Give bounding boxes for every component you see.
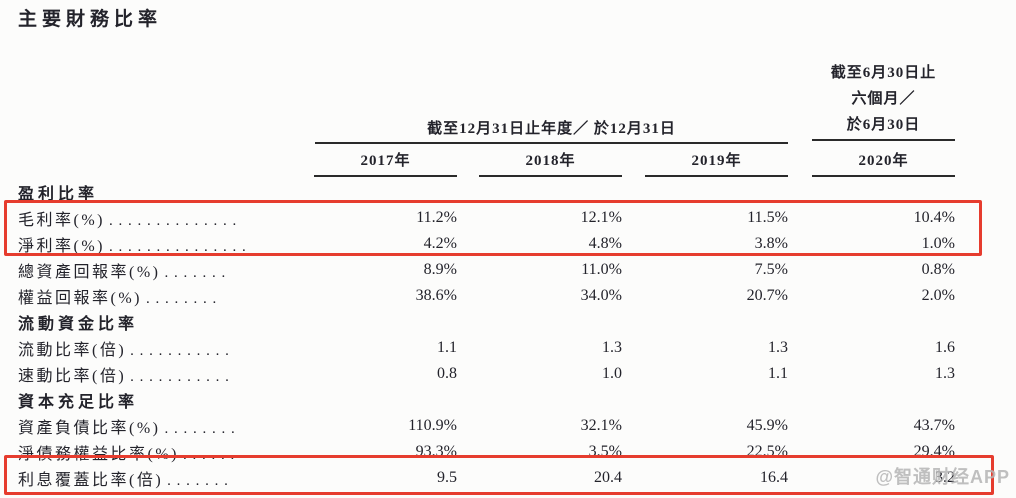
value-cell: 16.4 bbox=[760, 469, 788, 486]
row-label: 淨利率(%). . . . . . . . . . . . . . . bbox=[18, 238, 247, 255]
table-row: 淨利率(%). . . . . . . . . . . . . . . 4.2% 4… bbox=[18, 231, 955, 257]
dot-leader: . . . . . . . . . . . . . . . bbox=[109, 239, 247, 255]
dot-leader: . . . . . . . . . . . bbox=[130, 369, 230, 385]
section-header-row: 流動資金比率 bbox=[18, 309, 955, 335]
value-cell: 1.1 bbox=[768, 365, 788, 382]
value-cell: 34.0% bbox=[580, 287, 622, 304]
year-label: 2020年 bbox=[812, 149, 955, 177]
value-cell: 3.5% bbox=[588, 443, 622, 460]
section-header-row: 資本充足比率 bbox=[18, 387, 955, 413]
value-cell: 3.8% bbox=[754, 235, 788, 252]
page-title: 主要財務比率 bbox=[18, 9, 163, 30]
value-cell: 8.9% bbox=[423, 261, 457, 278]
value-cell: 38.6% bbox=[415, 287, 457, 304]
row-label: 利息覆蓋比率(倍). . . . . . . bbox=[18, 472, 229, 489]
value-cell: 0.8 bbox=[437, 365, 457, 382]
value-cell: 3.2 bbox=[935, 469, 955, 486]
value-cell: 7.5% bbox=[754, 261, 788, 278]
header-interim-period: 截至6月30日止 六個月／ 於6月30日 bbox=[740, 60, 1016, 138]
ratios-table: 盈利比率毛利率(%). . . . . . . . . . . . . . 11.… bbox=[18, 179, 955, 491]
watermark: @智通财经APP bbox=[875, 467, 1010, 487]
dot-leader: . . . . . . . bbox=[167, 473, 229, 489]
value-cell: 1.3 bbox=[602, 339, 622, 356]
dot-leader: . . . . . . bbox=[183, 447, 236, 463]
header-interim-line-3: 於6月30日 bbox=[846, 117, 921, 133]
value-cell: 1.3 bbox=[935, 365, 955, 382]
value-cell: 93.3% bbox=[415, 443, 457, 460]
table-row: 資產負債比率(%). . . . . . . . 110.9% 32.1% 45.9%… bbox=[18, 413, 955, 439]
row-label: 權益回報率(%). . . . . . . . bbox=[18, 290, 218, 307]
value-cell: 1.1 bbox=[437, 339, 457, 356]
value-cell: 1.6 bbox=[935, 339, 955, 356]
year-column-header: 2019年 bbox=[622, 149, 788, 177]
dot-leader: . . . . . . . bbox=[164, 265, 227, 281]
row-label: 盈利比率 bbox=[18, 186, 99, 203]
table-row: 總資產回報率(%). . . . . . . 8.9% 11.0% 7.5% 0.8% bbox=[18, 257, 955, 283]
value-cell: 20.4 bbox=[594, 469, 622, 486]
value-cell: 4.8% bbox=[588, 235, 622, 252]
header-annual-period: 截至12月31日止年度／ 於12月31日 bbox=[315, 117, 788, 144]
value-cell: 11.2% bbox=[416, 209, 457, 226]
value-cell: 11.0% bbox=[581, 261, 622, 278]
year-label: 2019年 bbox=[645, 149, 788, 177]
table-row: 權益回報率(%). . . . . . . . 38.6% 34.0% 20.7% 2.… bbox=[18, 283, 955, 309]
row-label: 流動資金比率 bbox=[18, 316, 139, 333]
header-interim-line-1: 截至6月30日止 bbox=[830, 65, 937, 81]
value-cell: 11.5% bbox=[747, 209, 788, 226]
value-cell: 12.1% bbox=[580, 209, 622, 226]
value-cell: 4.2% bbox=[423, 235, 457, 252]
year-label: 2018年 bbox=[479, 149, 622, 177]
year-column-header: 2018年 bbox=[457, 149, 622, 177]
year-column-header: 2017年 bbox=[18, 149, 457, 177]
table-row: 速動比率(倍). . . . . . . . . . . 0.8 1.0 1.1 1.3 bbox=[18, 361, 955, 387]
value-cell: 9.5 bbox=[437, 469, 457, 486]
row-label: 總資產回報率(%). . . . . . . bbox=[18, 264, 227, 281]
value-cell: 32.1% bbox=[580, 417, 622, 434]
dot-leader: . . . . . . . . bbox=[164, 421, 236, 437]
dot-leader: . . . . . . . . bbox=[146, 291, 218, 307]
year-column-header: 2020年 bbox=[788, 149, 955, 177]
row-label: 資本充足比率 bbox=[18, 394, 139, 411]
value-cell: 45.9% bbox=[746, 417, 788, 434]
value-cell: 22.5% bbox=[746, 443, 788, 460]
year-label: 2017年 bbox=[314, 149, 457, 177]
dot-leader: . . . . . . . . . . . . . . bbox=[109, 213, 238, 229]
value-cell: 43.7% bbox=[913, 417, 955, 434]
value-cell: 1.0% bbox=[921, 235, 955, 252]
value-cell: 110.9% bbox=[408, 417, 457, 434]
header-years-row: 2017年 2018年 2019年 2020年 bbox=[18, 149, 955, 177]
value-cell: 2.0% bbox=[921, 287, 955, 304]
value-cell: 29.4% bbox=[913, 443, 955, 460]
value-cell: 20.7% bbox=[746, 287, 788, 304]
value-cell: 0.8% bbox=[921, 261, 955, 278]
dot-leader: . . . . . . . . . . . bbox=[130, 343, 230, 359]
header-interim-underline bbox=[812, 139, 955, 141]
table-row: 流動比率(倍). . . . . . . . . . . 1.1 1.3 1.3 1.6 bbox=[18, 335, 955, 361]
table-row: 淨債務權益比率(%). . . . . . 93.3% 3.5% 22.5% 29.4% bbox=[18, 439, 955, 465]
row-label: 流動比率(倍). . . . . . . . . . . bbox=[18, 342, 230, 359]
row-label: 資產負債比率(%). . . . . . . . bbox=[18, 420, 236, 437]
row-label: 淨債務權益比率(%). . . . . . bbox=[18, 446, 236, 463]
row-label: 速動比率(倍). . . . . . . . . . . bbox=[18, 368, 230, 385]
table-row: 利息覆蓋比率(倍). . . . . . . 9.5 20.4 16.4 3.2 bbox=[18, 465, 955, 491]
value-cell: 1.3 bbox=[768, 339, 788, 356]
value-cell: 1.0 bbox=[602, 365, 622, 382]
row-label: 毛利率(%). . . . . . . . . . . . . . bbox=[18, 212, 238, 229]
table-row: 毛利率(%). . . . . . . . . . . . . . 11.2% 12… bbox=[18, 205, 955, 231]
value-cell: 10.4% bbox=[913, 209, 955, 226]
header-interim-line-2: 六個月／ bbox=[851, 91, 916, 107]
section-header-row: 盈利比率 bbox=[18, 179, 955, 205]
